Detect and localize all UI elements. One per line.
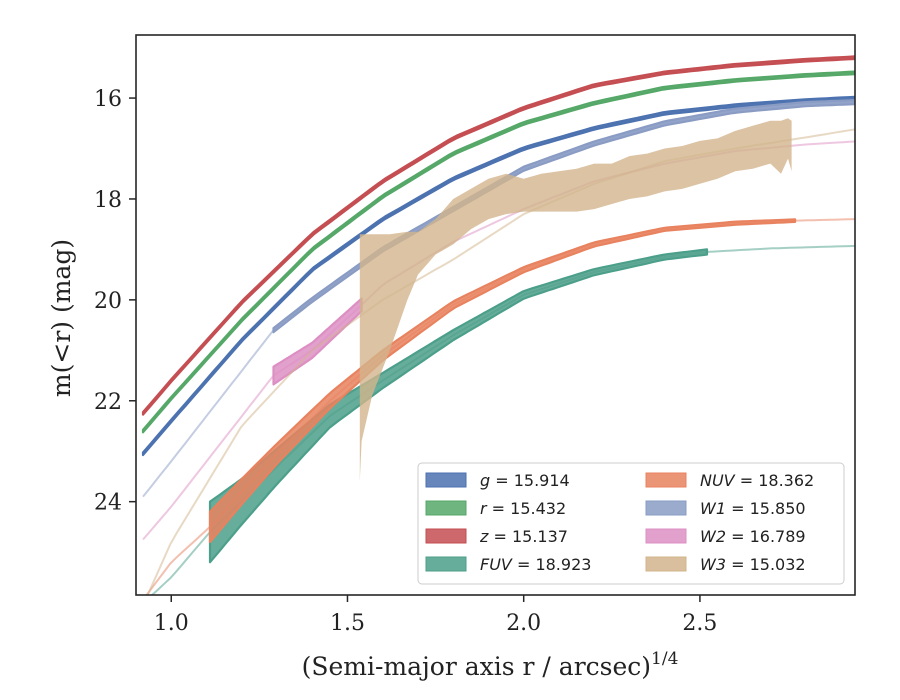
series-band-nuv xyxy=(208,218,797,544)
series-g xyxy=(141,95,855,457)
legend-entry: W2 = 16.789 xyxy=(700,527,806,546)
series-band-w3 xyxy=(359,118,792,482)
series-band-w2 xyxy=(272,297,363,386)
y-tick-label: 18 xyxy=(94,188,122,213)
legend-box xyxy=(417,462,845,585)
legend-entry: z = 15.137 xyxy=(479,527,568,546)
legend-swatch xyxy=(645,528,687,544)
series-band-z xyxy=(141,55,855,416)
x-tick-label: 1.5 xyxy=(330,611,365,636)
legend-entry: W1 = 15.850 xyxy=(700,499,806,518)
legend-swatch xyxy=(425,500,467,516)
legend-swatch xyxy=(645,472,687,488)
x-axis: 1.0 1.5 2.0 2.5 xyxy=(154,595,717,636)
legend-swatch xyxy=(645,556,687,572)
x-axis-label: (Semi-major axis r / arcsec)1/4 xyxy=(302,649,679,681)
legend-swatch xyxy=(645,500,687,516)
curves-layer xyxy=(141,55,855,595)
legend-entry: FUV = 18.923 xyxy=(480,555,591,574)
x-tick-label: 2.5 xyxy=(682,611,717,636)
y-tick-label: 20 xyxy=(94,289,122,314)
legend-swatch xyxy=(425,472,467,488)
legend-swatch xyxy=(425,556,467,572)
series-band-r xyxy=(141,70,855,434)
series-nuv xyxy=(145,218,855,595)
legend-swatch xyxy=(425,528,467,544)
series-band-g xyxy=(141,95,855,457)
y-tick-label: 22 xyxy=(94,390,122,415)
series-w3 xyxy=(146,118,855,595)
y-axis-label: m(<r) (mag) xyxy=(47,239,76,397)
legend-entry: g = 15.914 xyxy=(480,471,570,490)
y-tick-label: 24 xyxy=(94,491,122,516)
legend-entry: W3 = 15.032 xyxy=(700,555,806,574)
y-tick-label: 16 xyxy=(94,87,122,112)
y-axis: 16 18 20 22 24 xyxy=(94,87,136,516)
plot-frame xyxy=(135,34,856,596)
legend-entry: NUV = 18.362 xyxy=(700,471,814,490)
series-line-r xyxy=(142,71,855,432)
series-z xyxy=(141,55,855,416)
legend: g = 15.914 r = 15.432 z = 15.137 FUV = 18.9… xyxy=(417,462,845,585)
x-tick-label: 2.0 xyxy=(506,611,541,636)
x-tick-label: 1.0 xyxy=(154,611,189,636)
legend-entry: r = 15.432 xyxy=(480,499,566,518)
series-r xyxy=(141,70,855,434)
